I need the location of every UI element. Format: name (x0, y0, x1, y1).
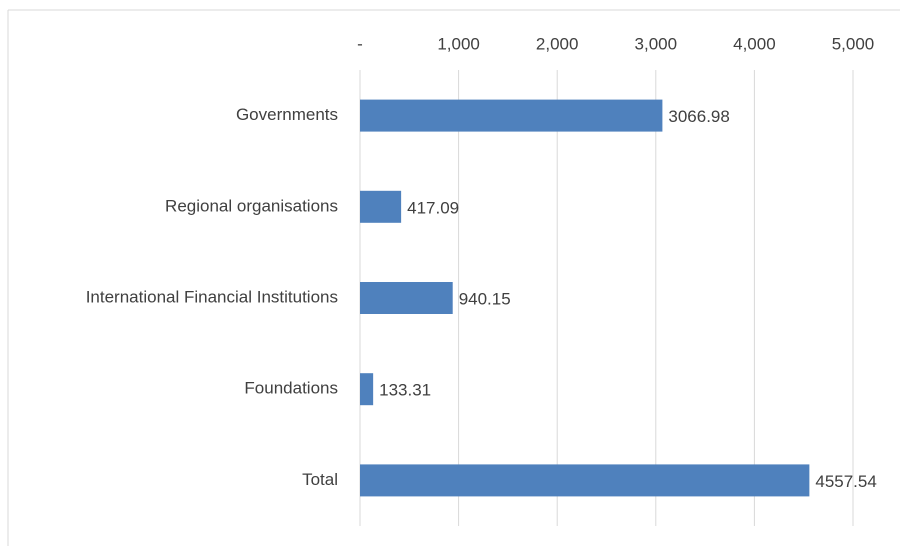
bar (360, 190, 402, 223)
data-label: 417.09 (407, 198, 459, 217)
x-tick-label: 2,000 (536, 34, 579, 53)
y-tick-label: Regional organisations (165, 196, 338, 215)
x-tick-label: - (357, 34, 363, 53)
y-tick-label: Foundations (244, 379, 338, 398)
y-tick-label: Total (302, 470, 338, 489)
data-label: 4557.54 (815, 472, 876, 491)
y-tick-label: International Financial Institutions (86, 287, 338, 306)
bar (360, 464, 810, 497)
x-tick-label: 5,000 (832, 34, 875, 53)
data-label: 940.15 (459, 289, 511, 308)
x-tick-label: 4,000 (733, 34, 776, 53)
data-label: 3066.98 (668, 107, 729, 126)
bar (360, 373, 374, 406)
y-tick-label: Governments (236, 105, 338, 124)
data-label: 133.31 (379, 381, 431, 400)
bar (360, 282, 453, 314)
x-tick-label: 1,000 (437, 34, 480, 53)
x-tick-label: 3,000 (635, 34, 678, 53)
bar (360, 99, 663, 132)
